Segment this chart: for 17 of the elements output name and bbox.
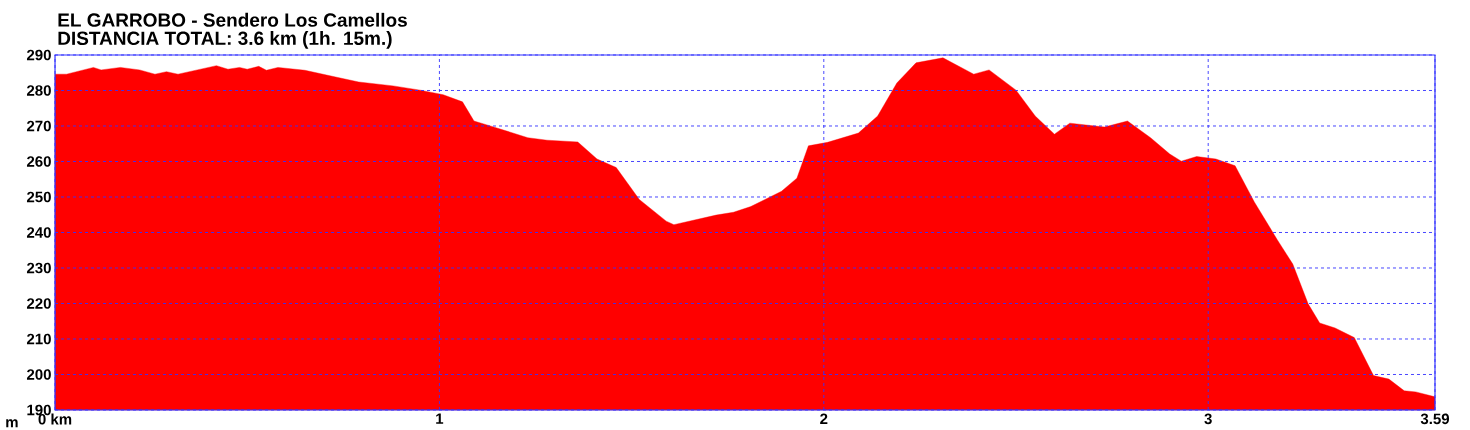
x-tick-label: 2 — [820, 413, 828, 424]
y-tick-label: 210 — [26, 333, 51, 345]
y-tick-label: 250 — [26, 191, 51, 203]
y-tick-label: 220 — [26, 298, 51, 309]
y-tick-label: 200 — [26, 369, 51, 380]
chart-title: EL GARROBO - Sendero Los Camellos — [58, 12, 407, 27]
x-tick-label: 3 — [1204, 413, 1212, 425]
y-tick-label: 290 — [26, 49, 51, 61]
y-axis-title: m — [6, 419, 18, 428]
chart-subtitle: DISTANCIA TOTAL: 3.6 km (1h. 15m.) — [58, 31, 392, 49]
y-tick-label: 280 — [26, 85, 51, 96]
y-tick-label: 260 — [26, 156, 51, 167]
x-tick-label: 1 — [436, 413, 444, 424]
x-tick-label: 3.59 — [1420, 413, 1450, 425]
y-tick-label: 270 — [26, 120, 51, 132]
y-tick-label: 230 — [26, 262, 51, 274]
y-tick-label: 240 — [26, 227, 51, 238]
